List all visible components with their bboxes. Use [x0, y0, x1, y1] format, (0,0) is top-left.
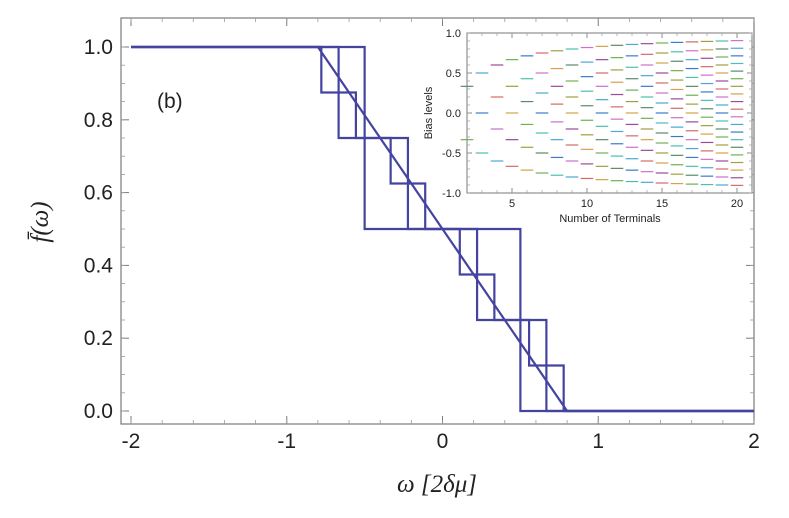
inset-y-tick-label-0: -1.0 — [442, 188, 461, 200]
inset-y-tick-label-3: 0.5 — [446, 68, 461, 80]
inset-y-axis-label: Bias levels — [423, 86, 435, 139]
inset-y-tick-label-2: 0.0 — [446, 108, 461, 120]
inset-y-tick-label-4: 1.0 — [446, 28, 461, 40]
x-tick-label-1: -1 — [277, 430, 296, 453]
main-axis-ticks — [121, 18, 755, 424]
x-tick-label-0: -2 — [122, 430, 141, 453]
main-series-group — [131, 45, 754, 413]
y-tick-label-4: 0.8 — [84, 109, 113, 132]
y-tick-label-1: 0.2 — [84, 327, 113, 350]
inset-tick-labels: 5 10 15 20 -1.0 -0.5 0.0 0.5 1.0 — [442, 28, 743, 210]
x-tick-label-3: 1 — [592, 430, 604, 453]
y-tick-label-3: 0.6 — [84, 182, 113, 205]
inset-y-tick-label-1: -0.5 — [442, 148, 461, 160]
y-tick-label-2: 0.4 — [84, 254, 114, 277]
main-tick-labels: -2 -1 0 1 2 0.0 0.2 0.4 0.6 0.8 1.0 — [84, 36, 760, 453]
inset-marks-group — [460, 40, 744, 186]
series-line-continuum-limit — [131, 45, 754, 413]
inset-x-axis-label: Number of Terminals — [559, 213, 661, 225]
inset-x-tick-label-2: 15 — [656, 198, 668, 210]
panel-label: (b) — [157, 90, 183, 113]
x-tick-label-2: 0 — [437, 430, 449, 453]
x-axis-label: ω [2δμ] — [397, 471, 477, 498]
inset-x-tick-label-1: 10 — [581, 198, 593, 210]
x-tick-label-4: 2 — [748, 430, 760, 453]
inset-x-tick-label-3: 20 — [731, 198, 743, 210]
y-axis-label: f̄(ω) — [27, 201, 54, 242]
inset-axis-ticks — [467, 32, 753, 194]
y-tick-label-0: 0.0 — [84, 400, 113, 423]
inset-x-tick-label-0: 5 — [509, 198, 515, 210]
y-tick-label-5: 1.0 — [84, 36, 113, 59]
